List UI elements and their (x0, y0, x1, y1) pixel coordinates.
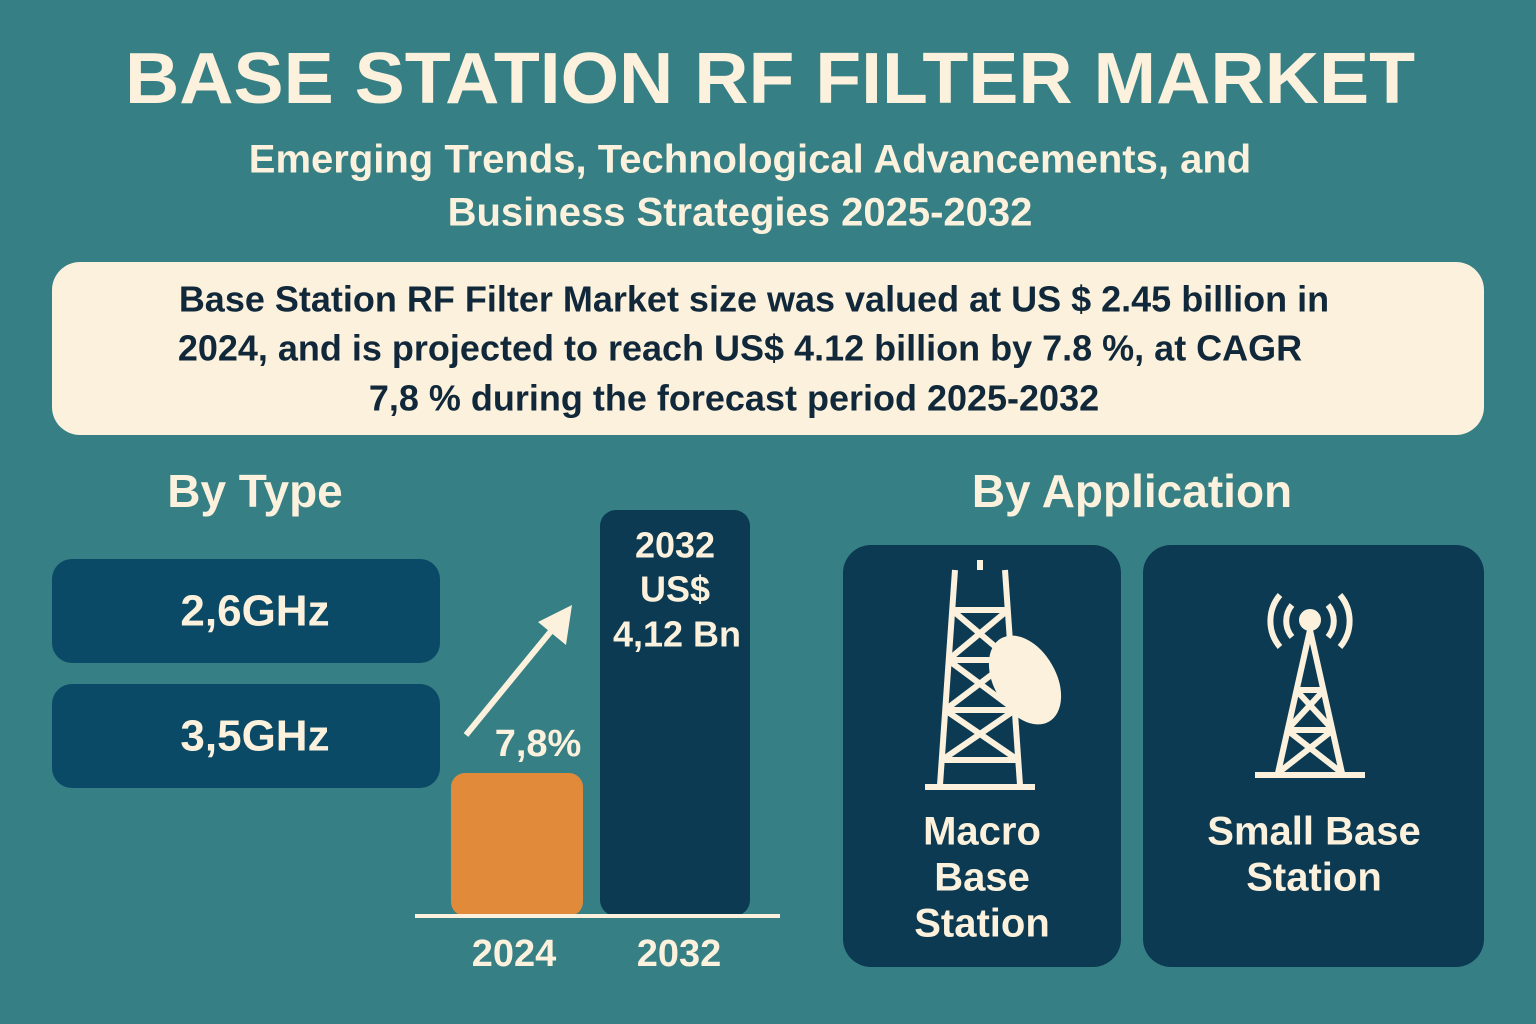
x-label: 2032 (637, 933, 722, 975)
application-card (1143, 545, 1484, 967)
application-label: Base (934, 856, 1030, 900)
small-tower-icon (1255, 593, 1365, 778)
summary-box (52, 262, 1484, 435)
summary-text: Base Station RF Filter Market size was v… (179, 279, 1329, 320)
application-label: Small Base (1207, 810, 1420, 854)
cagr-label: 7,8% (495, 723, 582, 765)
growth-arrowhead (538, 605, 572, 645)
title: BASE STATION RF FILTER MARKET (125, 39, 1415, 119)
growth-arrow (463, 623, 559, 737)
application-label: Station (1246, 856, 1382, 900)
application-label: Station (914, 902, 1050, 946)
type-box (52, 559, 440, 663)
bar-2024 (451, 773, 583, 916)
type-label: 2,6GHz (180, 587, 329, 636)
bar-label: 4,12 Bn (613, 614, 741, 655)
subtitle: Emerging Trends, Technological Advanceme… (249, 138, 1251, 182)
summary-text: 2024, and is projected to reach US$ 4.12… (178, 328, 1302, 369)
section-heading: By Type (167, 465, 343, 517)
application-card (843, 545, 1121, 967)
type-label: 3,5GHz (180, 712, 329, 761)
x-label: 2024 (472, 933, 557, 975)
summary-text: 7,8 % during the forecast period 2025-20… (369, 378, 1099, 419)
subtitle: Business Strategies 2025-2032 (448, 191, 1033, 235)
bar-label: US$ (640, 569, 710, 610)
type-box (52, 684, 440, 788)
section-heading: By Application (972, 465, 1292, 517)
bar-2032 (600, 510, 750, 916)
application-label: Macro (923, 810, 1041, 854)
macro-tower-icon (925, 560, 1062, 790)
bar-label: 2032 (635, 525, 715, 566)
